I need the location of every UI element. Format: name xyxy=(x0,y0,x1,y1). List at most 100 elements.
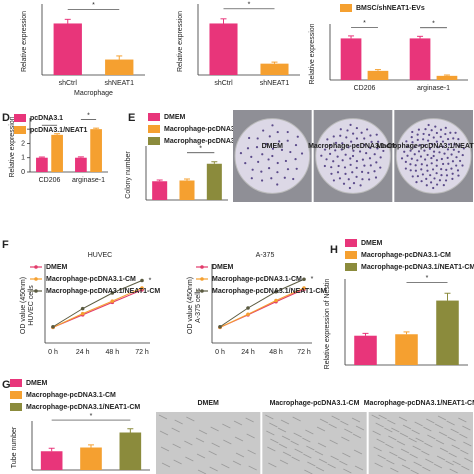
colony xyxy=(343,166,347,169)
x-tick-label: 48 h xyxy=(106,349,120,356)
tube xyxy=(378,414,387,420)
colony xyxy=(424,128,427,131)
colony xyxy=(328,152,332,155)
colony xyxy=(271,124,274,127)
colony xyxy=(417,150,421,153)
colony xyxy=(431,143,434,146)
tube xyxy=(306,445,315,451)
colony xyxy=(330,166,333,169)
colony xyxy=(379,156,382,159)
tube xyxy=(452,460,461,466)
significance-mark: * xyxy=(90,413,93,420)
colony xyxy=(360,131,363,134)
colony xyxy=(449,131,452,134)
tube xyxy=(294,448,303,454)
legend-swatch xyxy=(345,251,357,259)
tube xyxy=(315,466,325,472)
tube xyxy=(314,450,324,456)
legend-marker xyxy=(200,277,204,281)
legend-label: Macrophage-pcDNA3.1/NEAT1-CM xyxy=(46,288,160,295)
colony xyxy=(440,174,443,177)
colony xyxy=(239,151,243,155)
colony xyxy=(363,164,366,167)
x-tick-label: 24 h xyxy=(76,349,90,356)
colony xyxy=(246,147,250,150)
colony xyxy=(347,178,350,181)
colony xyxy=(296,135,299,138)
colony xyxy=(341,159,344,162)
point xyxy=(51,324,55,329)
tube xyxy=(435,439,445,445)
tube xyxy=(409,453,418,459)
colony xyxy=(444,179,448,182)
tube xyxy=(422,466,431,472)
tube xyxy=(268,462,277,468)
colony xyxy=(256,137,259,140)
colony xyxy=(451,160,455,163)
chart-title: HUVEC xyxy=(88,252,113,259)
colony xyxy=(416,175,419,178)
bar xyxy=(75,157,87,172)
tube xyxy=(396,440,406,446)
colony xyxy=(368,178,371,181)
chart-title: A-375 xyxy=(256,252,275,259)
colony xyxy=(461,164,464,167)
colony xyxy=(363,143,366,146)
tube xyxy=(222,423,231,429)
bar xyxy=(40,451,63,470)
colony xyxy=(332,135,335,138)
bar xyxy=(367,70,389,80)
colony xyxy=(427,139,430,142)
x-tick-label: shCtrl xyxy=(59,80,78,87)
colony xyxy=(248,136,251,140)
colony xyxy=(339,134,342,137)
colony xyxy=(260,179,264,182)
colony xyxy=(294,143,298,147)
legend-marker xyxy=(34,277,38,281)
colony xyxy=(461,153,464,157)
line xyxy=(52,287,143,328)
legend-swatch xyxy=(10,379,22,387)
y-tick-label: 0 xyxy=(21,169,25,176)
colony xyxy=(404,167,407,170)
tube xyxy=(464,457,473,463)
colony xyxy=(414,169,417,172)
colony xyxy=(276,183,279,186)
tube xyxy=(197,469,207,474)
tube xyxy=(433,463,443,469)
colony xyxy=(355,137,359,140)
tube xyxy=(328,423,337,429)
tube xyxy=(198,429,208,435)
tube xyxy=(269,422,278,428)
colony xyxy=(409,169,412,172)
colony xyxy=(363,137,366,140)
colony xyxy=(267,158,270,161)
colony xyxy=(429,174,432,177)
x-tick-label: 24 h xyxy=(241,349,255,356)
bar xyxy=(51,134,63,172)
bar xyxy=(209,23,238,75)
tube xyxy=(463,441,472,447)
legend-marker xyxy=(200,289,204,293)
colony xyxy=(251,168,254,171)
colony xyxy=(355,166,358,169)
colony xyxy=(432,150,436,153)
legend-swatch xyxy=(345,239,357,247)
legend-swatch xyxy=(10,403,22,411)
bar xyxy=(354,335,377,365)
tube xyxy=(282,451,292,457)
tube xyxy=(389,451,398,457)
legend-label: Macrophage-pcDNA3.1-CM xyxy=(361,252,451,259)
colony xyxy=(409,163,412,166)
colony xyxy=(410,136,413,139)
y-axis-label: A-375 cells xyxy=(195,288,202,323)
legend-label: Macrophage-pcDNA3.1/NEAT1-CM xyxy=(361,264,474,271)
tube xyxy=(281,435,291,441)
tube xyxy=(437,415,447,421)
colony xyxy=(268,135,271,138)
significance-mark: * xyxy=(149,277,152,284)
y-axis-label: HUVEC cells xyxy=(28,285,35,326)
line xyxy=(219,287,305,328)
bar xyxy=(395,334,418,365)
tube xyxy=(408,437,417,443)
